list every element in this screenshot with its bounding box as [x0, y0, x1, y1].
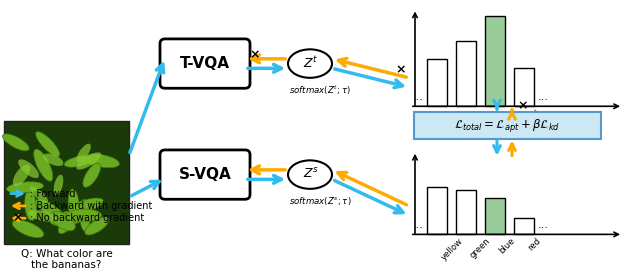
Text: ...: ... [413, 220, 424, 230]
Ellipse shape [28, 210, 56, 222]
Text: ...: ... [538, 220, 549, 230]
Ellipse shape [288, 160, 332, 189]
Text: $Z^s$: $Z^s$ [303, 167, 319, 181]
Ellipse shape [79, 199, 90, 231]
Ellipse shape [70, 198, 104, 213]
Text: : Backward with gradient: : Backward with gradient [30, 201, 152, 211]
Text: $softmax(Z^s; \tau)$: $softmax(Z^s; \tau)$ [289, 194, 351, 206]
FancyBboxPatch shape [160, 150, 250, 199]
Ellipse shape [58, 209, 80, 234]
Text: : Forward: : Forward [30, 188, 76, 199]
Text: ×: × [517, 99, 527, 112]
Text: T-VQA: T-VQA [180, 56, 230, 71]
Ellipse shape [18, 159, 39, 178]
Text: blue: blue [497, 108, 516, 128]
Ellipse shape [54, 175, 63, 195]
Ellipse shape [64, 155, 95, 167]
Text: Q: What color are
the bananas?: Q: What color are the bananas? [20, 249, 113, 270]
Text: S-VQA: S-VQA [179, 167, 232, 182]
Bar [514, 69, 534, 106]
Ellipse shape [6, 182, 44, 193]
Text: red: red [526, 108, 542, 124]
Ellipse shape [51, 211, 76, 231]
Text: ×: × [13, 212, 23, 225]
Ellipse shape [83, 163, 100, 187]
Ellipse shape [288, 49, 332, 78]
Ellipse shape [3, 134, 29, 151]
Ellipse shape [35, 200, 63, 218]
Bar [514, 218, 534, 234]
Bar [456, 41, 476, 106]
Ellipse shape [85, 217, 109, 235]
Ellipse shape [25, 190, 36, 221]
Text: ×: × [396, 64, 406, 77]
Ellipse shape [34, 149, 53, 181]
FancyBboxPatch shape [413, 112, 600, 138]
Text: yellow: yellow [439, 236, 465, 262]
Ellipse shape [68, 189, 79, 221]
Ellipse shape [76, 144, 91, 162]
Ellipse shape [36, 132, 60, 157]
Ellipse shape [12, 220, 44, 238]
Text: : No backward gradient: : No backward gradient [30, 213, 144, 223]
Text: yellow: yellow [439, 108, 465, 134]
Ellipse shape [83, 154, 120, 168]
Text: $\mathcal{L}_{total} = \mathcal{L}_{apt} + \beta\mathcal{L}_{kd}$: $\mathcal{L}_{total} = \mathcal{L}_{apt}… [454, 117, 560, 134]
Bar [485, 198, 505, 234]
Text: ...: ... [538, 92, 549, 101]
Text: ×: × [249, 48, 259, 61]
Ellipse shape [43, 154, 63, 166]
Text: $Z^t$: $Z^t$ [303, 55, 319, 70]
Text: green: green [468, 236, 492, 260]
Bar [4, 120, 129, 244]
Text: red: red [526, 236, 542, 252]
Ellipse shape [51, 211, 87, 226]
Ellipse shape [13, 165, 30, 186]
Bar [427, 187, 447, 234]
Text: green: green [468, 108, 492, 132]
Text: $softmax(Z^t; \tau)$: $softmax(Z^t; \tau)$ [289, 84, 351, 97]
Bar [427, 59, 447, 106]
Bar [485, 16, 505, 106]
Bar [456, 190, 476, 234]
Ellipse shape [65, 209, 102, 222]
FancyBboxPatch shape [160, 39, 250, 88]
Text: blue: blue [497, 236, 516, 256]
Text: ...: ... [413, 92, 424, 101]
Ellipse shape [30, 186, 48, 203]
Ellipse shape [76, 152, 101, 170]
